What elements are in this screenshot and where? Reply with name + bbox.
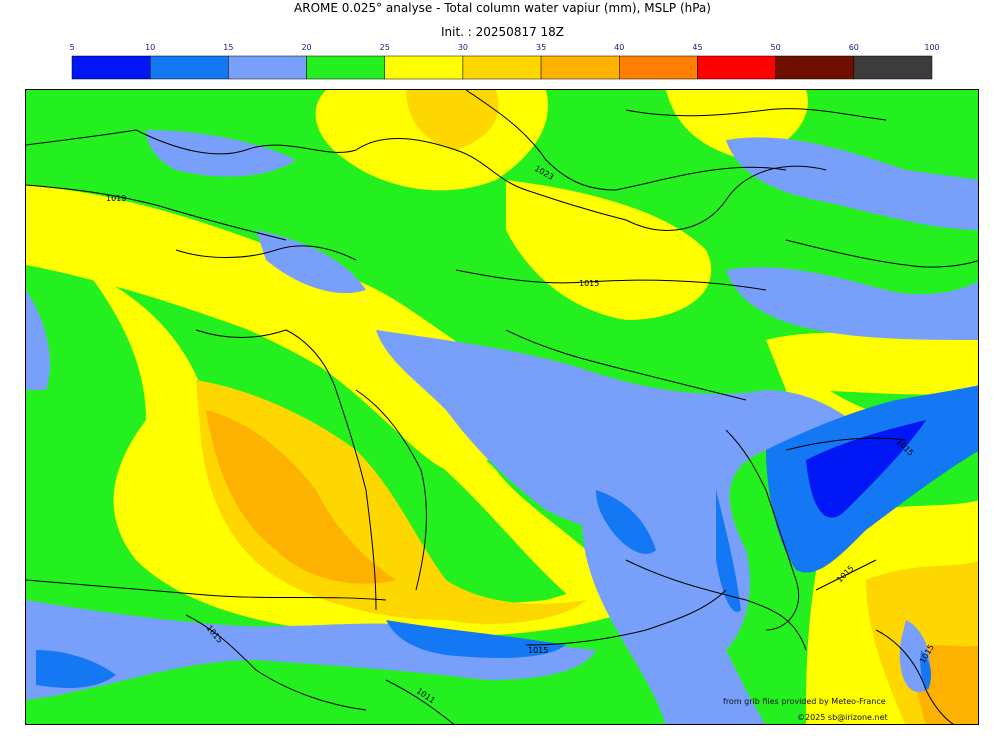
colorbar-segment	[228, 55, 307, 80]
copyright: ©2025 sb@irizone.net	[797, 713, 888, 722]
colorbar-tick-label: 40	[614, 43, 624, 52]
field-band	[116, 280, 626, 610]
field-band	[766, 330, 978, 395]
field-band	[716, 490, 741, 612]
field-band	[36, 650, 116, 688]
field-band	[146, 130, 296, 177]
isobar-label: 1015	[579, 279, 599, 288]
field-band	[26, 290, 50, 390]
colorbar: 5 10 15 20 25 30 35 40 45 50 60 100	[69, 43, 940, 80]
colorbar-tick-label: 100	[924, 43, 939, 52]
colorbar-tick-label: 30	[458, 43, 468, 52]
colorbar-segment	[149, 55, 229, 80]
field-band	[582, 490, 765, 724]
colorbar-segment	[619, 55, 698, 80]
colorbar-segment	[71, 55, 151, 80]
colorbar-segment	[540, 55, 620, 80]
field-band	[920, 650, 932, 690]
map-title: AROME 0.025° analyse - Total column wate…	[294, 1, 711, 15]
colorbar-tick-label: 25	[380, 43, 390, 52]
field-band	[386, 620, 566, 658]
field-band	[506, 180, 712, 320]
init-time: Init. : 20250817 18Z	[440, 25, 565, 39]
source-credit: from grib files provided by Meteo-France	[723, 697, 886, 706]
isobars	[26, 90, 907, 724]
field-band	[806, 420, 926, 518]
colorbar-tick-label: 15	[223, 43, 233, 52]
field-band	[86, 270, 646, 637]
colorbar-tick-label: 50	[771, 43, 781, 52]
colorbar-segment	[853, 55, 933, 80]
colorbar-segment	[697, 55, 776, 80]
isobar-label: 1015	[528, 646, 548, 655]
field-band	[596, 490, 656, 554]
water-vapour-field: 1019 1023 1015 1015 1015 1015 1011 1015 …	[26, 90, 978, 724]
field-band	[26, 600, 596, 700]
colorbar-segment	[306, 55, 385, 80]
field-band	[726, 137, 978, 230]
colorbar-tick-label: 60	[849, 43, 859, 52]
colorbar-tick-label: 45	[692, 43, 702, 52]
weather-map[interactable]: 1019 1023 1015 1015 1015 1015 1011 1015 …	[25, 89, 979, 725]
colorbar-tick-label: 35	[536, 43, 546, 52]
field-band	[256, 230, 366, 294]
isobar-label: 1019	[106, 194, 126, 203]
field-band	[376, 330, 886, 650]
field-band	[726, 267, 978, 340]
colorbar-segment	[775, 55, 855, 80]
colorbar-tick-label: 10	[145, 43, 155, 52]
colorbar-tick-label: 20	[301, 43, 311, 52]
field-band	[406, 90, 499, 150]
colorbar-segment	[462, 55, 542, 80]
field-band	[206, 410, 396, 584]
colorbar-tick-label: 5	[69, 43, 74, 52]
coastlines	[26, 108, 978, 724]
colorbar-segment	[384, 55, 464, 80]
